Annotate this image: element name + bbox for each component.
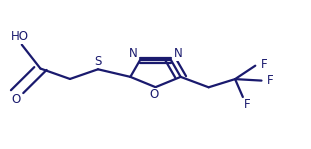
Text: N: N <box>174 47 182 60</box>
Text: HO: HO <box>11 30 29 43</box>
Text: F: F <box>267 74 273 87</box>
Text: F: F <box>261 58 267 71</box>
Text: O: O <box>149 88 159 101</box>
Text: F: F <box>244 98 251 111</box>
Text: O: O <box>11 93 20 106</box>
Text: N: N <box>129 47 137 60</box>
Text: S: S <box>94 55 102 68</box>
